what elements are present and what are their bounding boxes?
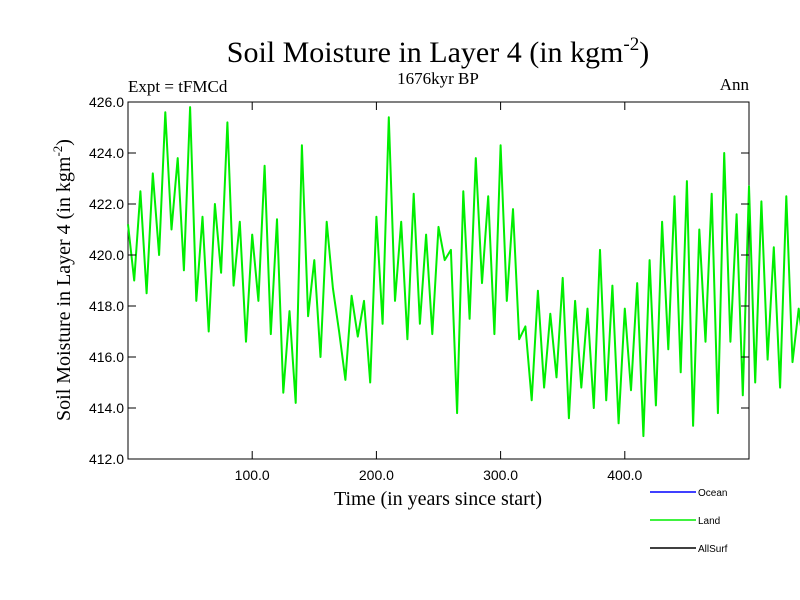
y-tick-label: 418.0: [89, 298, 124, 314]
land-series-line: [127, 106, 800, 438]
y-tick-label: 426.0: [89, 94, 124, 110]
x-axis-ticks: 100.0 200.0 300.0 400.0: [235, 102, 643, 483]
legend-label-allsurf: AllSurf: [698, 544, 728, 555]
y-tick-label: 420.0: [89, 247, 124, 263]
plot-area: [127, 101, 750, 460]
x-tick-label: 400.0: [607, 467, 642, 483]
period-label: 1676kyr BP: [397, 69, 479, 88]
x-tick-label: 100.0: [235, 467, 270, 483]
chart-title-superscript: -2: [623, 34, 639, 55]
y-tick-label: 412.0: [89, 451, 124, 467]
x-tick-label: 200.0: [359, 467, 394, 483]
y-axis-label-superscript: -2: [50, 146, 65, 157]
y-tick-label: 422.0: [89, 196, 124, 212]
x-axis-label: Time (in years since start): [334, 488, 542, 510]
experiment-label: Expt = tFMCd: [128, 77, 228, 96]
legend-label-land: Land: [698, 516, 720, 527]
y-tick-label: 414.0: [89, 400, 124, 416]
chart-title: Soil Moisture in Layer 4 (in kgm-2): [227, 34, 649, 69]
x-tick-label: 300.0: [483, 467, 518, 483]
legend-label-ocean: Ocean: [698, 488, 727, 499]
y-tick-label: 416.0: [89, 349, 124, 365]
y-axis-label: Soil Moisture in Layer 4 (in kgm-2): [50, 139, 75, 421]
season-label: Ann: [720, 75, 750, 94]
y-axis-ticks: 412.0 414.0 416.0 418.0 420.0 422.0 424.0 426.0: [89, 94, 749, 467]
y-tick-label: 424.0: [89, 145, 124, 161]
legend: Ocean Land AllSurf: [650, 488, 728, 555]
